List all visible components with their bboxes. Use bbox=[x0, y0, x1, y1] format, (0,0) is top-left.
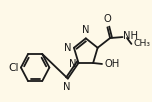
Text: N: N bbox=[64, 43, 71, 53]
Text: N: N bbox=[69, 59, 77, 69]
Text: NH: NH bbox=[123, 31, 138, 41]
Text: N: N bbox=[63, 82, 71, 92]
Text: CH₃: CH₃ bbox=[133, 39, 150, 48]
Text: N: N bbox=[82, 25, 90, 35]
Text: Cl: Cl bbox=[9, 63, 19, 73]
Text: OH: OH bbox=[105, 59, 120, 69]
Text: O: O bbox=[104, 14, 111, 24]
